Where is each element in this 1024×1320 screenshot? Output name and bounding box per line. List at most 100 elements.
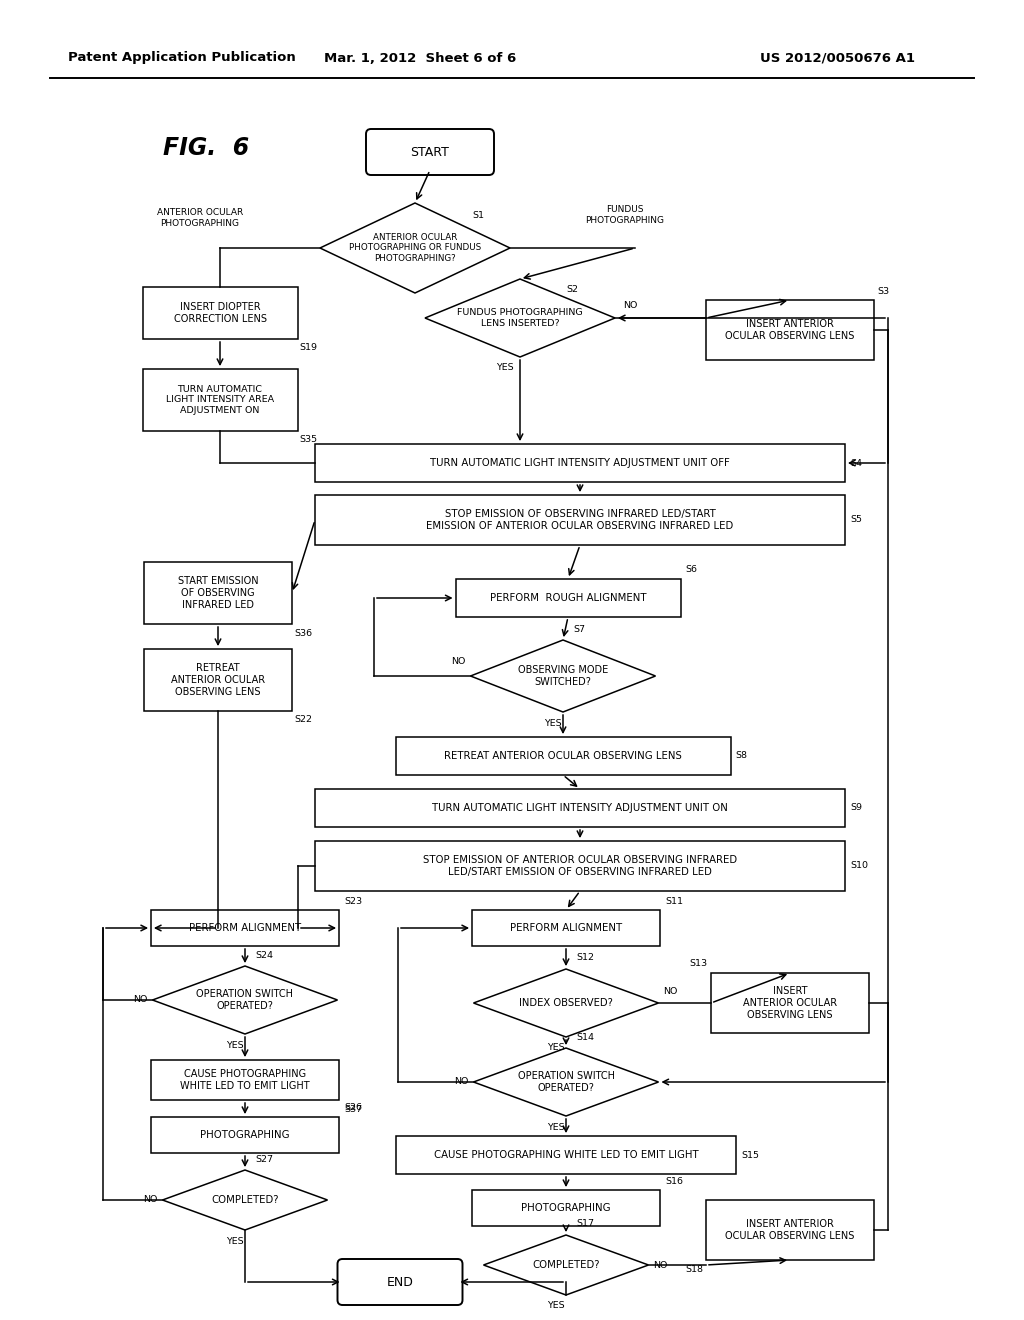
Text: STOP EMISSION OF OBSERVING INFRARED LED/START
EMISSION OF ANTERIOR OCULAR OBSERV: STOP EMISSION OF OBSERVING INFRARED LED/… bbox=[426, 510, 733, 531]
Text: RETREAT
ANTERIOR OCULAR
OBSERVING LENS: RETREAT ANTERIOR OCULAR OBSERVING LENS bbox=[171, 664, 265, 697]
Text: START: START bbox=[411, 145, 450, 158]
FancyBboxPatch shape bbox=[338, 1259, 463, 1305]
Text: NO: NO bbox=[133, 995, 147, 1005]
Text: NO: NO bbox=[143, 1196, 158, 1204]
Text: S8: S8 bbox=[735, 751, 748, 760]
Text: S12: S12 bbox=[575, 953, 594, 962]
Polygon shape bbox=[425, 279, 615, 356]
Text: S26: S26 bbox=[344, 1104, 362, 1113]
Text: YES: YES bbox=[547, 1122, 565, 1131]
Text: US 2012/0050676 A1: US 2012/0050676 A1 bbox=[760, 51, 915, 65]
Text: S27: S27 bbox=[255, 1155, 273, 1163]
FancyBboxPatch shape bbox=[315, 444, 845, 482]
Text: NO: NO bbox=[664, 986, 678, 995]
Text: END: END bbox=[387, 1275, 414, 1288]
FancyBboxPatch shape bbox=[315, 789, 845, 828]
Text: PHOTOGRAPHING: PHOTOGRAPHING bbox=[201, 1130, 290, 1140]
Text: FUNDUS
PHOTOGRAPHING: FUNDUS PHOTOGRAPHING bbox=[586, 206, 665, 224]
Polygon shape bbox=[470, 640, 655, 711]
Polygon shape bbox=[483, 1236, 648, 1295]
Text: S13: S13 bbox=[690, 960, 708, 969]
Text: NO: NO bbox=[653, 1261, 668, 1270]
FancyBboxPatch shape bbox=[396, 1137, 736, 1173]
Text: Mar. 1, 2012  Sheet 6 of 6: Mar. 1, 2012 Sheet 6 of 6 bbox=[324, 51, 516, 65]
FancyBboxPatch shape bbox=[706, 1200, 874, 1261]
Text: S24: S24 bbox=[255, 950, 273, 960]
Text: Patent Application Publication: Patent Application Publication bbox=[68, 51, 296, 65]
Text: S17: S17 bbox=[575, 1220, 594, 1229]
FancyBboxPatch shape bbox=[142, 370, 298, 432]
Text: S10: S10 bbox=[850, 862, 868, 870]
Polygon shape bbox=[319, 203, 510, 293]
Polygon shape bbox=[163, 1170, 328, 1230]
Text: YES: YES bbox=[547, 1302, 565, 1311]
Text: S16: S16 bbox=[665, 1176, 683, 1185]
Text: NO: NO bbox=[454, 1077, 469, 1086]
FancyBboxPatch shape bbox=[315, 841, 845, 891]
Text: S3: S3 bbox=[877, 286, 889, 296]
Text: S15: S15 bbox=[741, 1151, 759, 1159]
Text: S36: S36 bbox=[294, 628, 312, 638]
Text: YES: YES bbox=[226, 1237, 244, 1246]
Text: NO: NO bbox=[623, 301, 637, 310]
Text: NO: NO bbox=[452, 657, 466, 667]
Polygon shape bbox=[473, 969, 658, 1038]
Text: OPERATION SWITCH
OPERATED?: OPERATION SWITCH OPERATED? bbox=[517, 1072, 614, 1093]
FancyBboxPatch shape bbox=[366, 129, 494, 176]
Text: YES: YES bbox=[497, 363, 514, 372]
FancyBboxPatch shape bbox=[144, 562, 292, 624]
Text: OPERATION SWITCH
OPERATED?: OPERATION SWITCH OPERATED? bbox=[197, 989, 294, 1011]
Text: S35: S35 bbox=[299, 436, 317, 445]
Text: S6: S6 bbox=[685, 565, 697, 574]
Text: YES: YES bbox=[544, 718, 562, 727]
Text: S37: S37 bbox=[344, 1105, 362, 1114]
Text: S23: S23 bbox=[344, 896, 362, 906]
Text: CAUSE PHOTOGRAPHING WHITE LED TO EMIT LIGHT: CAUSE PHOTOGRAPHING WHITE LED TO EMIT LI… bbox=[434, 1150, 698, 1160]
Text: S5: S5 bbox=[850, 516, 862, 524]
Text: INDEX OBSERVED?: INDEX OBSERVED? bbox=[519, 998, 613, 1008]
Polygon shape bbox=[153, 966, 338, 1034]
Text: S22: S22 bbox=[294, 715, 312, 725]
Text: ANTERIOR OCULAR
PHOTOGRAPHING OR FUNDUS
PHOTOGRAPHING?: ANTERIOR OCULAR PHOTOGRAPHING OR FUNDUS … bbox=[349, 234, 481, 263]
Text: S4: S4 bbox=[850, 458, 862, 467]
Polygon shape bbox=[473, 1048, 658, 1115]
Text: TURN AUTOMATIC
LIGHT INTENSITY AREA
ADJUSTMENT ON: TURN AUTOMATIC LIGHT INTENSITY AREA ADJU… bbox=[166, 385, 274, 414]
Text: TURN AUTOMATIC LIGHT INTENSITY ADJUSTMENT UNIT ON: TURN AUTOMATIC LIGHT INTENSITY ADJUSTMEN… bbox=[432, 803, 728, 813]
Text: PHOTOGRAPHING: PHOTOGRAPHING bbox=[521, 1203, 610, 1213]
Text: OBSERVING MODE
SWITCHED?: OBSERVING MODE SWITCHED? bbox=[518, 665, 608, 686]
Text: FUNDUS PHOTOGRAPHING
LENS INSERTED?: FUNDUS PHOTOGRAPHING LENS INSERTED? bbox=[457, 309, 583, 327]
Text: YES: YES bbox=[226, 1040, 244, 1049]
FancyBboxPatch shape bbox=[472, 1191, 660, 1226]
FancyBboxPatch shape bbox=[151, 909, 339, 946]
Text: PERFORM ALIGNMENT: PERFORM ALIGNMENT bbox=[189, 923, 301, 933]
Text: RETREAT ANTERIOR OCULAR OBSERVING LENS: RETREAT ANTERIOR OCULAR OBSERVING LENS bbox=[444, 751, 682, 762]
Text: S2: S2 bbox=[566, 285, 578, 294]
Text: INSERT ANTERIOR
OCULAR OBSERVING LENS: INSERT ANTERIOR OCULAR OBSERVING LENS bbox=[725, 319, 855, 341]
FancyBboxPatch shape bbox=[472, 909, 660, 946]
Text: PERFORM ALIGNMENT: PERFORM ALIGNMENT bbox=[510, 923, 622, 933]
Text: S18: S18 bbox=[685, 1265, 703, 1274]
Text: INSERT DIOPTER
CORRECTION LENS: INSERT DIOPTER CORRECTION LENS bbox=[173, 302, 266, 323]
Text: S11: S11 bbox=[665, 896, 683, 906]
Text: INSERT ANTERIOR
OCULAR OBSERVING LENS: INSERT ANTERIOR OCULAR OBSERVING LENS bbox=[725, 1220, 855, 1241]
Text: S7: S7 bbox=[573, 624, 585, 634]
FancyBboxPatch shape bbox=[151, 1117, 339, 1152]
Text: YES: YES bbox=[547, 1044, 565, 1052]
FancyBboxPatch shape bbox=[395, 737, 730, 775]
Text: START EMISSION
OF OBSERVING
INFRARED LED: START EMISSION OF OBSERVING INFRARED LED bbox=[178, 577, 258, 610]
Text: TURN AUTOMATIC LIGHT INTENSITY ADJUSTMENT UNIT OFF: TURN AUTOMATIC LIGHT INTENSITY ADJUSTMEN… bbox=[430, 458, 730, 469]
FancyBboxPatch shape bbox=[151, 1060, 339, 1100]
Text: ANTERIOR OCULAR
PHOTOGRAPHING: ANTERIOR OCULAR PHOTOGRAPHING bbox=[157, 209, 243, 227]
Text: S19: S19 bbox=[299, 343, 317, 352]
Text: COMPLETED?: COMPLETED? bbox=[211, 1195, 279, 1205]
Text: PERFORM  ROUGH ALIGNMENT: PERFORM ROUGH ALIGNMENT bbox=[489, 593, 646, 603]
Text: S9: S9 bbox=[850, 804, 862, 813]
Text: STOP EMISSION OF ANTERIOR OCULAR OBSERVING INFRARED
LED/START EMISSION OF OBSERV: STOP EMISSION OF ANTERIOR OCULAR OBSERVI… bbox=[423, 855, 737, 876]
Text: FIG.  6: FIG. 6 bbox=[163, 136, 249, 160]
Text: S14: S14 bbox=[575, 1032, 594, 1041]
FancyBboxPatch shape bbox=[706, 300, 874, 360]
Text: COMPLETED?: COMPLETED? bbox=[532, 1261, 600, 1270]
Text: S1: S1 bbox=[472, 210, 484, 219]
FancyBboxPatch shape bbox=[711, 973, 869, 1034]
Text: INSERT
ANTERIOR OCULAR
OBSERVING LENS: INSERT ANTERIOR OCULAR OBSERVING LENS bbox=[743, 986, 837, 1019]
